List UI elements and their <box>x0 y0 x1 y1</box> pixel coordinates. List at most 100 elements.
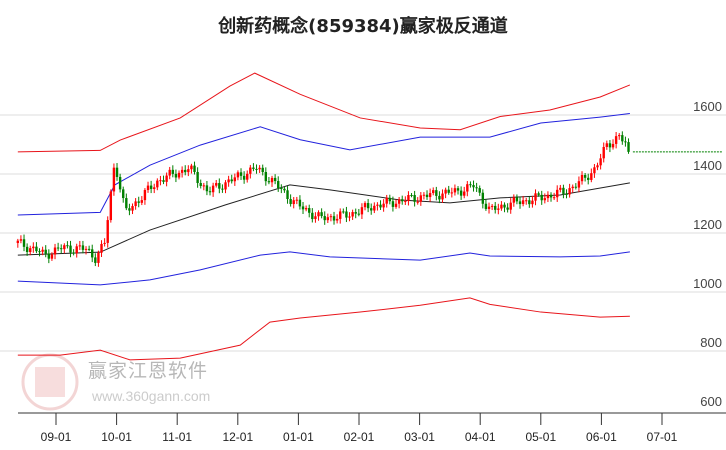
candle-body <box>298 199 302 207</box>
candle-body <box>149 185 153 189</box>
candle-body <box>388 197 392 202</box>
candle-body <box>453 188 457 193</box>
candle-body <box>416 201 419 203</box>
candle-body <box>602 146 605 159</box>
candle-body <box>84 248 88 250</box>
candle-body <box>422 194 426 196</box>
candle-body <box>277 181 280 188</box>
candle-body <box>115 167 119 177</box>
candle-body <box>354 212 357 214</box>
y-tick-label: 1000 <box>693 276 722 291</box>
y-tick-label: 800 <box>700 335 722 350</box>
candle-body <box>171 169 175 174</box>
candle-body <box>435 190 438 196</box>
x-tick-label: 04-01 <box>465 430 496 444</box>
candle-body <box>134 201 137 207</box>
candle-body <box>469 184 472 186</box>
candle-body <box>180 169 184 173</box>
candle-body <box>534 193 537 201</box>
candle-body <box>391 201 395 207</box>
candle-body <box>190 165 193 170</box>
candle-body <box>382 203 385 208</box>
candle-body <box>562 187 565 194</box>
candle-body <box>512 197 516 203</box>
x-tick-label: 06-01 <box>586 430 617 444</box>
candle-body <box>202 185 206 187</box>
axes: 600 800 1000 1200 1400 1600 09-01 10-01 11-01 12-… <box>18 99 726 444</box>
candle-body <box>543 198 547 201</box>
candle-body <box>50 254 54 259</box>
candle-body <box>233 177 237 182</box>
candle-body <box>385 197 388 204</box>
candle-body <box>177 172 181 178</box>
candle-body <box>60 248 63 250</box>
candle-body <box>292 200 295 205</box>
candle-body <box>162 180 165 182</box>
candle-body <box>351 212 354 217</box>
candle-body <box>218 183 221 189</box>
candle-body <box>94 257 97 263</box>
candle-body <box>401 199 404 202</box>
candle-body <box>261 167 264 173</box>
candle-body <box>329 216 333 218</box>
candle-body <box>456 188 460 191</box>
candle-body <box>528 200 531 205</box>
line-upper-outer <box>17 72 631 153</box>
candle-body <box>87 248 91 250</box>
candle-body <box>614 136 618 144</box>
candle-body <box>546 194 550 199</box>
candle-body <box>459 190 463 196</box>
gridlines <box>0 114 726 352</box>
candle-body <box>91 249 94 258</box>
candle-body <box>478 188 481 193</box>
candle-body <box>552 197 556 199</box>
candle-body <box>35 246 38 252</box>
candle-body <box>224 182 227 190</box>
candle-body <box>168 169 171 176</box>
candle-body <box>397 199 401 204</box>
candle-body <box>503 204 506 208</box>
candle-body <box>565 193 568 195</box>
candle-body <box>370 208 373 211</box>
candle-body <box>497 208 500 210</box>
candle-body <box>549 194 553 198</box>
candle-body <box>109 191 113 221</box>
candle-body <box>236 172 240 178</box>
watermark-url: www.360gann.com <box>92 388 211 404</box>
candle-body <box>286 190 289 200</box>
candle-body <box>125 198 128 209</box>
candle-body <box>540 194 543 201</box>
candle-body <box>537 193 540 195</box>
candle-body <box>438 195 441 200</box>
candle-body <box>270 177 274 183</box>
candle-body <box>78 245 82 247</box>
candle-body <box>627 142 630 152</box>
candle-body <box>599 158 602 166</box>
candle-body <box>38 251 41 253</box>
candle-body <box>264 172 268 182</box>
candle-body <box>47 253 51 259</box>
candle-body <box>608 143 612 148</box>
candle-body <box>444 189 447 194</box>
candle-body <box>521 200 525 205</box>
candle-body <box>205 185 209 192</box>
candle-body <box>611 143 615 148</box>
candle-body <box>246 173 249 180</box>
candle-body <box>258 167 261 170</box>
x-tick-label: 02-01 <box>344 430 375 444</box>
line-lower-outer <box>17 297 630 361</box>
candle-body <box>255 168 258 170</box>
candle-body <box>342 211 345 213</box>
y-tick-label: 600 <box>700 394 722 409</box>
candle-body <box>577 181 581 188</box>
candle-body <box>112 167 116 192</box>
candle-body <box>304 208 308 210</box>
x-tick-label: 05-01 <box>525 430 556 444</box>
y-tick-label: 1200 <box>693 217 722 232</box>
candle-body <box>413 195 416 202</box>
candle-body <box>494 205 497 210</box>
candle-body <box>317 212 320 217</box>
candle-body <box>441 193 444 200</box>
candle-body <box>376 204 379 206</box>
candle-body <box>518 201 522 205</box>
